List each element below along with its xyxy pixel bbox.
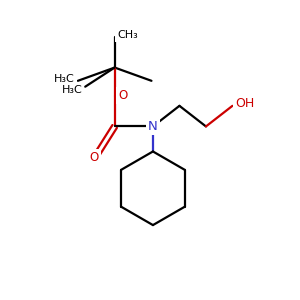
Text: H₃C: H₃C [54,74,75,84]
Text: N: N [148,120,158,133]
Text: O: O [118,89,128,102]
Text: CH₃: CH₃ [118,30,138,40]
Text: H₃C: H₃C [61,85,82,94]
Text: OH: OH [235,97,254,110]
Text: O: O [89,151,99,164]
